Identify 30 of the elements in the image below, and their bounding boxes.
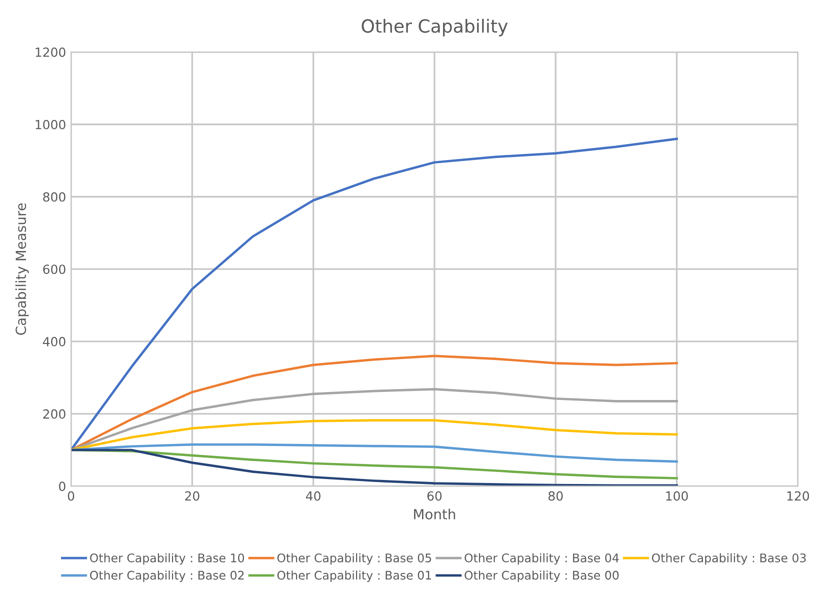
- legend-label: Other Capability : Base 01: [277, 570, 432, 582]
- x-tick-label: 20: [185, 491, 200, 501]
- line-series: [71, 448, 678, 486]
- x-tick-label: 60: [427, 491, 442, 501]
- x-tick-label: 120: [787, 491, 810, 501]
- legend-label: Other Capability : Base 02: [90, 570, 244, 582]
- y-tick-label: 800: [43, 192, 66, 202]
- y-tick-label: 200: [43, 409, 66, 419]
- y-axis-title: Capability Measure: [15, 203, 29, 335]
- y-tick-label: 600: [43, 264, 66, 274]
- x-tick-label: 80: [548, 491, 563, 501]
- y-tick-label: 0: [59, 482, 66, 492]
- y-tick-label: 1000: [36, 120, 66, 130]
- line-series: [71, 388, 678, 452]
- legend-label: Other Capability : Base 04: [464, 553, 619, 565]
- x-axis-title: Month: [414, 508, 456, 520]
- line-series: [71, 443, 678, 463]
- legend-label: Other Capability : Base 03: [652, 553, 806, 565]
- y-tick-label: 400: [42, 336, 66, 346]
- legend-label: Other Capability : Base 10: [90, 553, 244, 565]
- y-tick-label: 1200: [36, 48, 66, 57]
- x-tick-label: 100: [666, 491, 688, 501]
- x-tick-label: 40: [306, 491, 320, 501]
- line-series: [71, 138, 678, 452]
- chart-title: Other Capability: [362, 18, 508, 36]
- line-series: [71, 419, 678, 452]
- x-tick-label: 0: [68, 491, 74, 501]
- legend-label: Other Capability : Base 00: [464, 570, 619, 582]
- line-series: [71, 354, 678, 452]
- legend-label: Other Capability : Base 05: [277, 553, 432, 565]
